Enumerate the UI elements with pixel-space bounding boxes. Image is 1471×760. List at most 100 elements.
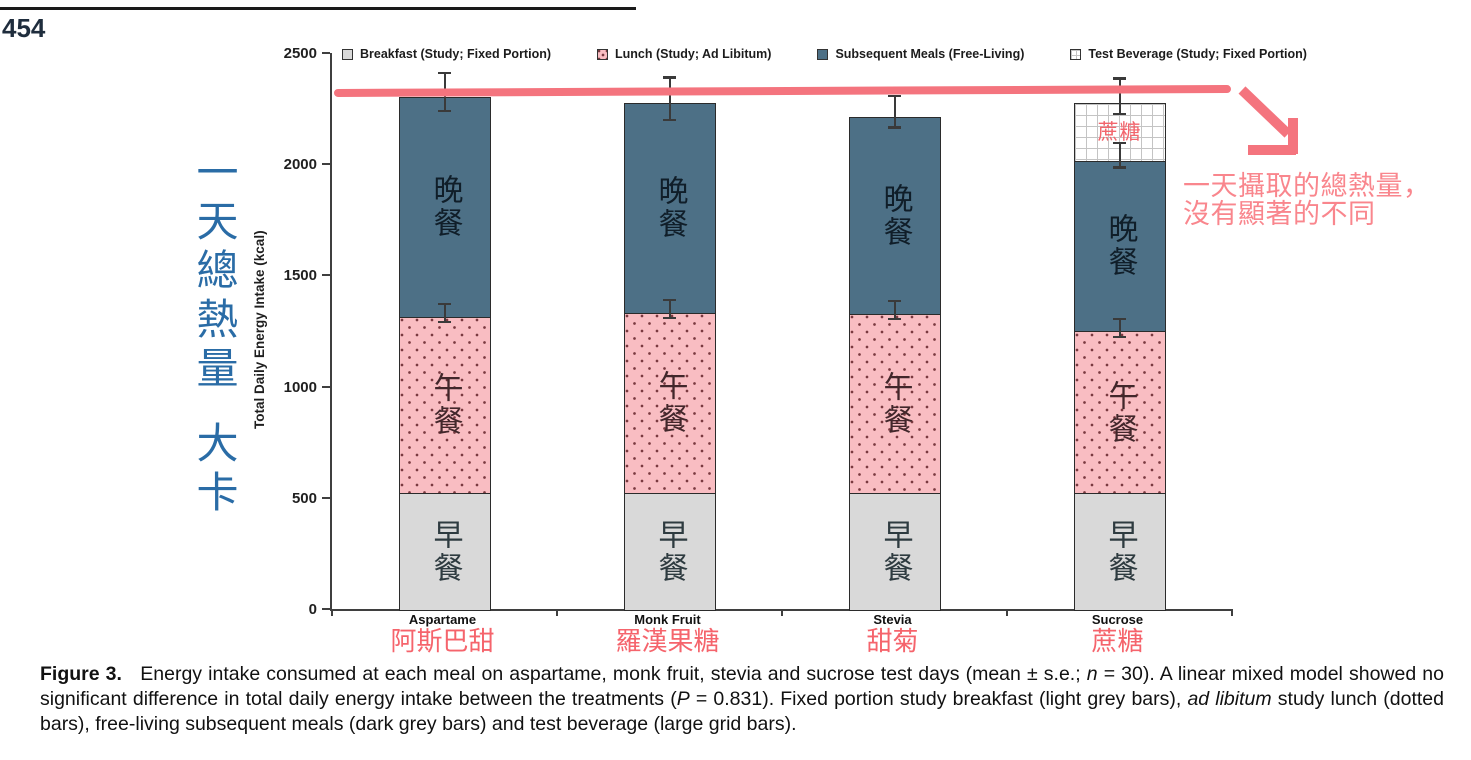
y-axis: 0 500 1000 1500 2000 2500: [240, 45, 330, 618]
stacked-bar: 早餐 午餐 晚餐 蔗糖: [1073, 102, 1166, 611]
legend-label: Breakfast (Study; Fixed Portion): [360, 47, 551, 61]
caption-text: ad libitum: [1187, 687, 1272, 710]
legend: Breakfast (Study; Fixed Portion) Lunch (S…: [342, 47, 1307, 61]
x-labels: Aspartame 阿斯巴甜 Monk Fruit 羅漢果糖 Stevia 甜菊 Sucro…: [330, 612, 1230, 657]
figure-caption: Figure 3. Energy intake consumed at each…: [40, 662, 1444, 736]
error-bar: [663, 298, 676, 319]
subsequent-segment: 晚餐: [623, 103, 716, 314]
error-bar: [888, 95, 901, 129]
legend-item-breakfast: Breakfast (Study; Fixed Portion): [342, 47, 551, 61]
lunch-segment-label: 午餐: [428, 372, 462, 439]
lunch-segment-label: 午餐: [653, 370, 687, 437]
legend-label: Test Beverage (Study; Fixed Portion): [1088, 47, 1307, 61]
x-label-slot: Stevia 甜菊: [780, 612, 1005, 657]
y-tick-mark: [322, 163, 330, 166]
breakfast-segment: 早餐: [623, 492, 716, 611]
x-label-slot: Sucrose 蔗糖: [1005, 612, 1230, 657]
stacked-bar: 早餐 午餐 晚餐: [623, 103, 716, 611]
caption-text: P: [676, 687, 690, 710]
error-bar: [1113, 317, 1126, 338]
error-bar: [888, 299, 901, 320]
lunch-segment-label: 午餐: [878, 370, 912, 437]
red-note-annotation: 一天攝取的總熱量， 沒有顯著的不同: [1183, 172, 1431, 229]
red-arrow-icon: [1238, 86, 1298, 155]
bars-row: 早餐 午餐 晚餐早餐 午餐 晚餐早餐 午餐 晚餐早餐 午餐 晚餐 蔗糖: [332, 53, 1232, 611]
category-cjk-label: 甜菊: [866, 626, 919, 657]
lunch-segment: 午餐: [1073, 330, 1166, 495]
category-cjk-label: 阿斯巴甜: [390, 626, 495, 657]
x-tick-mark: [1231, 609, 1233, 616]
left-annotation-line2: 大卡: [190, 421, 236, 519]
y-tick-label: 2000: [283, 156, 317, 174]
category-cjk-label: 蔗糖: [1091, 626, 1144, 657]
lunch-segment: 午餐: [398, 316, 491, 495]
category-name: Stevia: [873, 612, 912, 627]
category-slot-stevia: 早餐 午餐 晚餐: [782, 53, 1007, 611]
breakfast-segment: 早餐: [1073, 492, 1166, 611]
legend-item-beverage: Test Beverage (Study; Fixed Portion): [1070, 47, 1307, 61]
category-slot-aspartame: 早餐 午餐 晚餐: [332, 53, 557, 611]
legend-label: Lunch (Study; Ad Libitum): [615, 47, 772, 61]
subsequent-segment-label: 晚餐: [1103, 213, 1137, 280]
caption-text: Figure 3.: [40, 663, 122, 685]
y-tick-mark: [322, 496, 330, 499]
lunch-segment-label: 午餐: [1103, 379, 1137, 446]
breakfast-swatch-icon: [342, 48, 353, 60]
subsequent-segment: 晚餐: [848, 116, 941, 315]
breakfast-segment-label: 早餐: [428, 518, 462, 585]
y-tick-label: 1500: [283, 267, 317, 285]
caption-text: = 30). A linear mixed model showed no si…: [40, 663, 1444, 710]
category-name: Sucrose: [1091, 612, 1144, 627]
beverage-segment-label: 蔗糖: [1097, 120, 1142, 144]
caption-text: = 0.831). Fixed portion study breakfast …: [689, 687, 1188, 710]
stacked-bar: 早餐 午餐 晚餐: [848, 116, 941, 611]
y-tick-label: 2500: [283, 45, 317, 62]
x-tick-mark: [556, 609, 558, 616]
breakfast-segment-label: 早餐: [653, 518, 687, 585]
x-label-slot: Monk Fruit 羅漢果糖: [555, 612, 780, 657]
y-tick-label: 1000: [283, 378, 317, 396]
category-name: Monk Fruit: [634, 612, 701, 627]
breakfast-segment: 早餐: [848, 492, 941, 611]
y-tick-mark: [322, 274, 330, 277]
legend-item-lunch: Lunch (Study; Ad Libitum): [597, 47, 771, 61]
left-annotation-line1: 一天總熱量: [190, 150, 236, 395]
beverage-swatch-icon: [1070, 48, 1082, 60]
caption-text: Energy intake consumed at each meal on a…: [121, 663, 1087, 685]
subsequent-segment: 晚餐: [1073, 160, 1166, 333]
x-tick-mark: [331, 609, 333, 616]
x-tick-mark: [1006, 609, 1008, 616]
lunch-segment: 午餐: [623, 311, 716, 495]
category-slot-sucrose: 早餐 午餐 晚餐 蔗糖: [1007, 53, 1232, 611]
subsequent-swatch-icon: [817, 48, 829, 60]
legend-item-subsequent: Subsequent Meals (Free-Living): [817, 47, 1024, 61]
stacked-bar: 早餐 午餐 晚餐: [398, 96, 491, 611]
category-cjk-label: 羅漢果糖: [615, 626, 720, 657]
top-divider: [0, 7, 636, 10]
red-note-line1: 一天攝取的總熱量，: [1183, 171, 1431, 201]
error-bar: [663, 76, 676, 122]
y-tick-label: 500: [291, 489, 317, 507]
caption-text: study lunch (dotted bars), free-living s…: [40, 687, 1444, 735]
subsequent-segment-label: 晚餐: [878, 182, 912, 249]
lunch-segment: 午餐: [848, 313, 941, 495]
category-slot-monk-fruit: 早餐 午餐 晚餐: [557, 53, 782, 611]
x-tick-mark: [781, 609, 783, 616]
page-number: 454: [2, 13, 46, 43]
error-bar: [438, 303, 451, 324]
y-tick-mark: [322, 608, 330, 610]
error-bar: [1113, 77, 1126, 116]
y-tick-label: 0: [308, 601, 317, 618]
red-note-line2: 沒有顯著的不同: [1183, 199, 1376, 230]
breakfast-segment: 早餐: [398, 492, 491, 611]
plot-area: 早餐 午餐 晚餐早餐 午餐 晚餐早餐 午餐 晚餐早餐 午餐 晚餐 蔗糖: [330, 53, 1233, 616]
y-tick-mark: [322, 52, 330, 54]
breakfast-segment-label: 早餐: [1103, 518, 1137, 585]
error-bar: [1113, 141, 1126, 169]
breakfast-segment-label: 早餐: [878, 518, 912, 585]
lunch-swatch-icon: [597, 48, 608, 60]
subsequent-segment-label: 晚餐: [653, 175, 687, 242]
caption-text: n: [1086, 663, 1098, 685]
subsequent-segment-label: 晚餐: [428, 174, 462, 241]
